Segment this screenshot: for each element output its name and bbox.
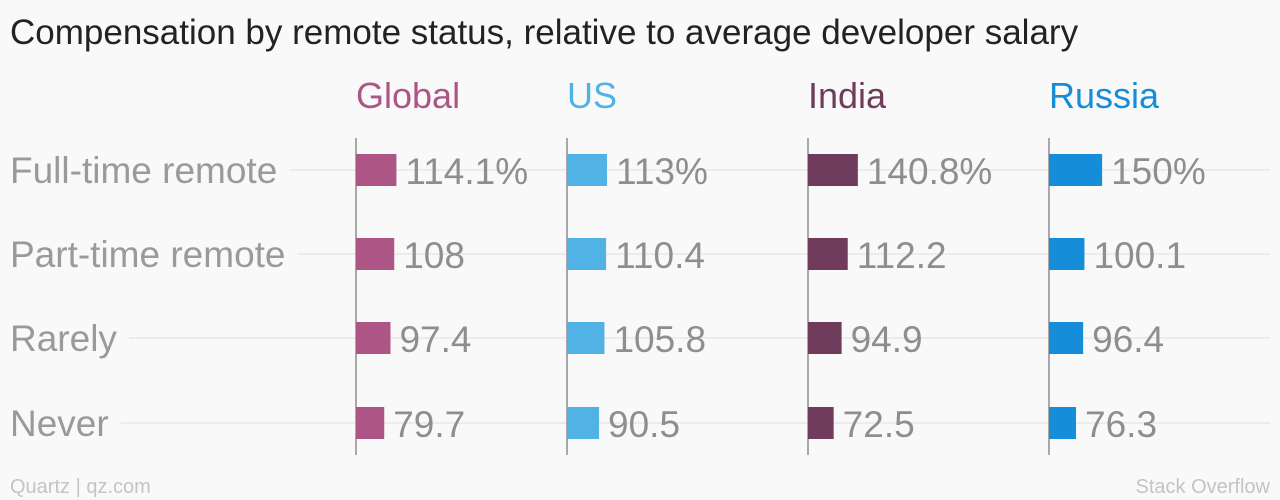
value-label: 112.2 — [857, 235, 947, 276]
value-label: 114.1% — [405, 151, 528, 192]
bar — [1049, 322, 1084, 354]
bar — [567, 238, 607, 270]
bar — [1049, 154, 1103, 186]
bar — [356, 322, 391, 354]
value-label: 94.9 — [851, 319, 923, 360]
bar — [356, 407, 385, 439]
value-label: 72.5 — [843, 404, 915, 445]
bar — [808, 322, 842, 354]
bar — [356, 154, 397, 186]
bar — [808, 238, 848, 270]
value-label: 97.4 — [399, 319, 471, 360]
value-label: 96.4 — [1092, 319, 1164, 360]
bar — [567, 154, 608, 186]
bar — [808, 407, 834, 439]
bar — [356, 238, 395, 270]
panel-label: US — [567, 75, 617, 116]
panel-russia: Russia 150% 100.1 96.4 76.3 — [1048, 75, 1206, 455]
panel-label: Russia — [1049, 75, 1160, 116]
panel-us: US 113% 110.4 105.8 90.5 — [566, 75, 708, 455]
row-label: Never — [10, 403, 109, 444]
footer-credit: Quartz | qz.com — [10, 476, 151, 498]
row-label: Part-time remote — [10, 234, 286, 275]
bar — [808, 154, 858, 186]
panel-global: Global 114.1% 108 97.4 79.7 — [355, 75, 528, 455]
value-label: 76.3 — [1085, 404, 1157, 445]
value-label: 150% — [1111, 151, 1206, 192]
chart-title: Compensation by remote status, relative … — [10, 13, 1079, 52]
value-label: 110.4 — [615, 235, 705, 276]
row-label: Rarely — [10, 318, 117, 359]
bar — [1049, 238, 1085, 270]
value-label: 105.8 — [613, 319, 706, 360]
panel-label: Global — [356, 75, 460, 116]
bar — [567, 322, 605, 354]
panel-india: India 140.8% 112.2 94.9 72.5 — [807, 75, 993, 455]
value-label: 90.5 — [608, 404, 680, 445]
row-labels: Full-time remote Part-time remote Rarely Ne… — [10, 150, 286, 444]
value-label: 108 — [403, 235, 465, 276]
row-label: Full-time remote — [10, 150, 277, 191]
panels: Global 114.1% 108 97.4 79.7 US 113% 110.4 105.8 9… — [355, 75, 1206, 455]
panel-label: India — [808, 75, 887, 116]
gridlines — [120, 169, 1270, 424]
bar — [567, 407, 600, 439]
value-label: 100.1 — [1093, 235, 1186, 276]
value-label: 140.8% — [867, 151, 993, 192]
value-label: 79.7 — [393, 404, 465, 445]
value-label: 113% — [616, 151, 708, 192]
footer-source: Stack Overflow — [1136, 476, 1271, 498]
bar — [1049, 407, 1077, 439]
